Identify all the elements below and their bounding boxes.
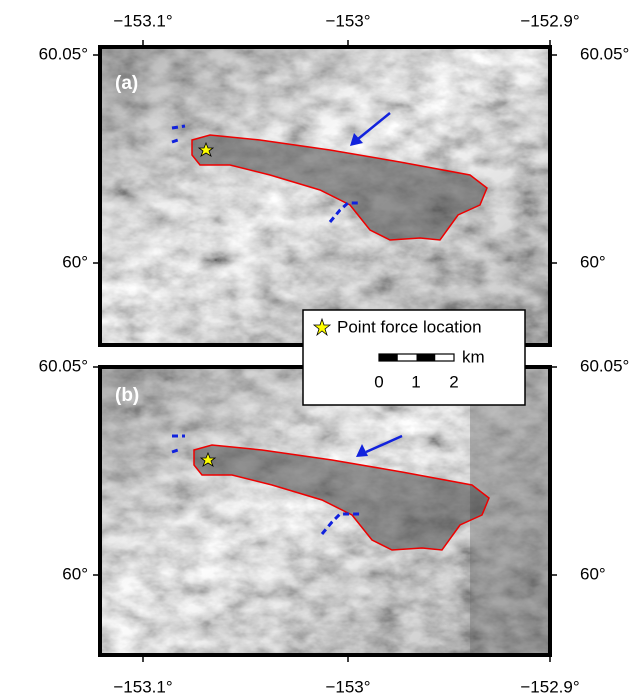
panel-b-map [100, 367, 550, 655]
lon-label: −152.9° [520, 677, 579, 696]
lat-label: 60° [580, 252, 606, 271]
frame-ticks [93, 40, 557, 662]
lon-label: −153.1° [113, 11, 172, 30]
scale-unit: km [462, 347, 485, 366]
lat-label: 60° [62, 252, 88, 271]
panel-a-map [100, 47, 550, 345]
scale-tick: 0 [374, 372, 383, 391]
panel-label: (b) [115, 385, 139, 406]
lat-label: 60.05° [39, 356, 88, 375]
lat-label: 60.05° [580, 356, 629, 375]
legend: Point force location 0 1 2 km [302, 309, 526, 406]
panel-label: (a) [115, 73, 138, 94]
legend-entry: Point force location [337, 317, 482, 336]
lon-label: −152.9° [520, 11, 579, 30]
lon-label: −153° [325, 11, 370, 30]
lat-label: 60.05° [580, 44, 629, 63]
scale-tick: 1 [411, 372, 420, 391]
scale-tick: 2 [449, 372, 458, 391]
lon-label: −153° [325, 677, 370, 696]
lat-label: 60° [580, 564, 606, 583]
lon-label: −153.1° [113, 677, 172, 696]
lat-label: 60° [62, 564, 88, 583]
lat-label: 60.05° [39, 44, 88, 63]
